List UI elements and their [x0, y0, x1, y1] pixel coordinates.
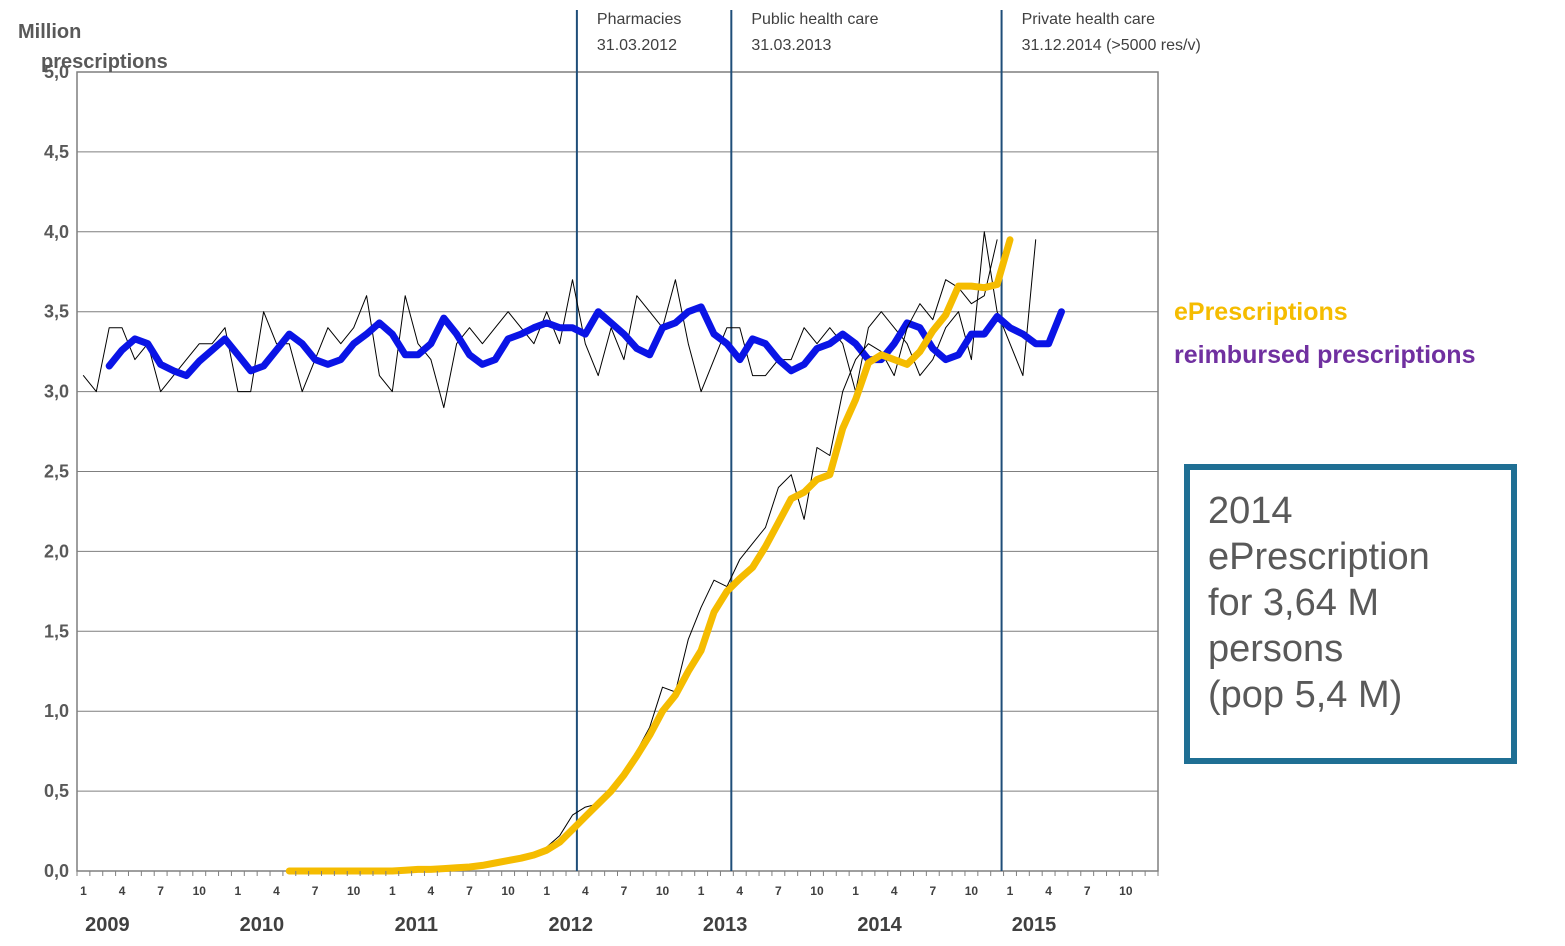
x-tick-label: 7	[312, 884, 319, 898]
x-tick-label: 1	[852, 884, 859, 898]
x-tick-label: 4	[428, 884, 435, 898]
x-tick-label: 4	[736, 884, 743, 898]
event-date: 31.12.2014 (>5000 res/v)	[1022, 37, 1201, 54]
x-tick-label: 7	[157, 884, 164, 898]
grid-lines	[76, 71, 1159, 872]
x-year-label: 2012	[548, 914, 593, 936]
x-tick-label: 4	[1045, 884, 1052, 898]
legend-eprescriptions: ePrescriptions	[1174, 298, 1348, 326]
event-date: 31.03.2013	[751, 37, 831, 54]
y-tick-label: 4,0	[44, 222, 69, 242]
callout-line: 2014	[1208, 490, 1293, 532]
x-tick-label: 10	[193, 884, 207, 898]
x-tick-label: 1	[1007, 884, 1014, 898]
y-title-line: Million	[18, 21, 81, 43]
series-line-eprescriptions-trend-	[285, 236, 1014, 875]
x-tick-label: 7	[466, 884, 473, 898]
x-tick-label: 7	[775, 884, 782, 898]
data-series	[82, 231, 1065, 875]
x-tick-label: 4	[119, 884, 126, 898]
y-axis-title: Million prescriptions	[18, 21, 168, 73]
y-tick-label: 2,0	[44, 541, 69, 561]
y-tick-label: 0,0	[44, 861, 69, 881]
y-tick-label: 3,5	[44, 302, 69, 322]
event-date: 31.03.2012	[597, 37, 677, 54]
event-label: Public health care	[751, 11, 878, 28]
x-tick-label: 10	[1119, 884, 1133, 898]
x-tick-label: 1	[80, 884, 87, 898]
x-tick-label: 1	[389, 884, 396, 898]
x-tick-label: 4	[582, 884, 589, 898]
y-tick-label: 1,0	[44, 701, 69, 721]
x-tick-label: 7	[621, 884, 628, 898]
legend-reimbursed: reimbursed prescriptions	[1174, 341, 1476, 369]
x-tick-label: 7	[929, 884, 936, 898]
callout-line: persons	[1208, 628, 1344, 670]
event-markers: Pharmacies 31.03.2012 Public health care 31…	[575, 10, 1201, 871]
x-tick-label: 4	[891, 884, 898, 898]
x-tick-label: 1	[698, 884, 705, 898]
y-tick-label: 4,5	[44, 142, 69, 162]
callout-line: ePrescription	[1208, 536, 1430, 578]
x-tick-label: 1	[543, 884, 550, 898]
event-label: Pharmacies	[597, 11, 681, 28]
x-tick-label: 7	[1084, 884, 1091, 898]
x-tick-label: 10	[810, 884, 824, 898]
x-tick-label: 10	[656, 884, 670, 898]
y-title-line: prescriptions	[41, 51, 168, 73]
series-line-reimbursed-prescriptions-trend-	[105, 303, 1065, 380]
x-axis: 1 4 7 10 1 4 7 10 1 4 7 10 1 4 7 10 1 4 7 10 1 4 7 10 1 4 7 10 2009 2…	[76, 871, 1159, 936]
x-tick-label: 10	[347, 884, 361, 898]
y-tick-label: 5,0	[44, 62, 69, 82]
event-label: Private health care	[1022, 11, 1156, 28]
x-tick-label: 10	[501, 884, 515, 898]
callout-box: 2014 ePrescription for 3,64 M persons (p…	[1184, 464, 1517, 764]
x-year-label: 2015	[1012, 914, 1057, 936]
x-tick-label: 1	[235, 884, 242, 898]
y-tick-label: 0,5	[44, 781, 69, 801]
callout-line: for 3,64 M	[1208, 582, 1380, 624]
x-year-label: 2009	[85, 914, 130, 936]
y-tick-label: 2,5	[44, 462, 69, 482]
callout-line: (pop 5,4 M)	[1208, 674, 1403, 716]
x-year-label: 2011	[395, 914, 438, 936]
x-year-label: 2014	[857, 914, 902, 936]
y-tick-label: 1,5	[44, 621, 69, 641]
y-axis: 0,0 0,5 1,0 1,5 2,0 2,5 3,0 3,5 4,0 4,5 5,0	[44, 62, 69, 881]
x-tick-label: 4	[273, 884, 280, 898]
y-tick-label: 3,0	[44, 382, 69, 402]
series-line-reimbursed-prescriptions	[82, 231, 1037, 409]
x-year-label: 2013	[703, 914, 748, 936]
x-tick-label: 10	[965, 884, 979, 898]
x-year-label: 2010	[240, 914, 285, 936]
